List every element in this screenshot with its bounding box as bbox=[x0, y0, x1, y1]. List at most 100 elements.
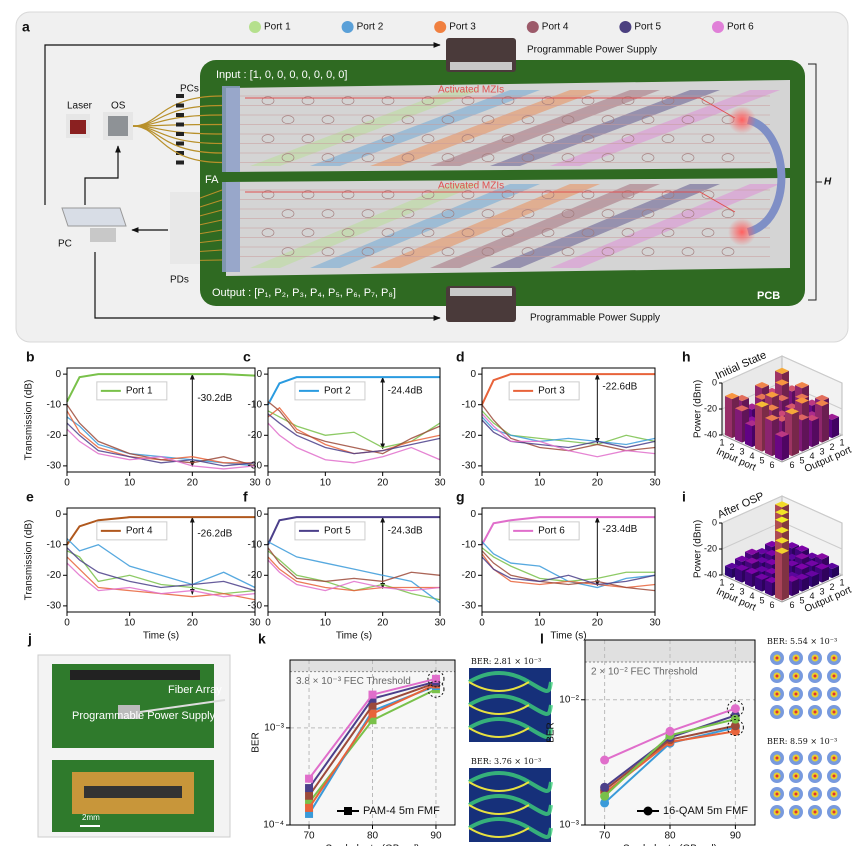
constellation-center bbox=[813, 674, 817, 678]
y-tick-label: 10⁻⁴ bbox=[263, 820, 284, 831]
z-tick-label: 0 bbox=[712, 517, 717, 527]
x-tick-label: 2 bbox=[729, 582, 734, 592]
mzi bbox=[261, 228, 275, 237]
y-tick-label: 1 bbox=[839, 578, 844, 588]
mzi bbox=[341, 190, 355, 199]
mzi bbox=[561, 247, 575, 256]
bar-top bbox=[815, 400, 829, 407]
bar-top bbox=[725, 392, 739, 400]
pc-keyboard bbox=[90, 228, 116, 242]
constellation-center bbox=[832, 810, 836, 814]
chip-top bbox=[226, 80, 790, 172]
marker bbox=[600, 782, 610, 792]
bar-top bbox=[745, 567, 759, 575]
mzi bbox=[701, 134, 715, 143]
y-tick-label: -10 bbox=[462, 539, 477, 550]
port-band bbox=[310, 90, 540, 166]
z-axis-label: Power (dBm) bbox=[693, 520, 704, 578]
arrow bbox=[94, 252, 441, 321]
y-tick-label: -10 bbox=[248, 399, 263, 410]
x-tick-label: 10 bbox=[124, 478, 136, 489]
bar-side bbox=[765, 580, 772, 597]
mzi bbox=[501, 96, 515, 105]
bar-top bbox=[755, 382, 769, 389]
mzi bbox=[461, 190, 475, 199]
bar-side bbox=[832, 416, 839, 439]
bar-top bbox=[775, 431, 789, 438]
legend-label: 16-QAM 5m FMF bbox=[663, 805, 748, 817]
mzi bbox=[681, 115, 695, 124]
mzi bbox=[301, 134, 315, 143]
constellation-center bbox=[813, 756, 817, 760]
y-tick-label: -20 bbox=[248, 570, 263, 581]
marker bbox=[600, 791, 610, 801]
polarization-controller bbox=[176, 122, 184, 127]
eye-diagram bbox=[469, 668, 551, 742]
mzi bbox=[681, 209, 695, 218]
panel-label: h bbox=[682, 349, 691, 365]
bar bbox=[775, 431, 789, 461]
x-tick-label: 80 bbox=[664, 831, 676, 842]
mzi bbox=[561, 209, 575, 218]
bar-side bbox=[765, 417, 772, 457]
y-tick-label: -20 bbox=[462, 430, 477, 441]
bar-top bbox=[815, 394, 829, 402]
panel-label: b bbox=[26, 349, 35, 365]
polarization-controller bbox=[176, 94, 184, 98]
mzi bbox=[681, 153, 695, 162]
x-tick-label: 10 bbox=[320, 618, 332, 629]
annotation-label: -26.2dB bbox=[197, 528, 232, 539]
label: PDs bbox=[170, 275, 189, 286]
marker bbox=[431, 674, 440, 683]
polarization-controller bbox=[176, 103, 184, 108]
eye-trace bbox=[468, 681, 530, 692]
panel-label: d bbox=[456, 349, 465, 365]
y-tick-label: 0 bbox=[256, 369, 262, 380]
bar-side bbox=[782, 434, 789, 461]
bar-top bbox=[795, 393, 809, 400]
eye-trace bbox=[468, 804, 530, 815]
y-tick-label: -30 bbox=[248, 461, 263, 472]
y-tick-label: 1 bbox=[839, 438, 844, 448]
mzi bbox=[641, 115, 655, 124]
bar-top bbox=[775, 509, 789, 516]
mzi bbox=[701, 96, 715, 105]
x-tick-label: 20 bbox=[187, 618, 199, 629]
y-tick-label: 2 bbox=[829, 442, 834, 452]
bar-top bbox=[775, 379, 789, 386]
x-tick-label: 0 bbox=[479, 618, 485, 629]
series-line bbox=[66, 547, 256, 592]
port-band bbox=[430, 90, 660, 166]
eye-trace bbox=[468, 781, 530, 792]
mzi bbox=[281, 209, 295, 218]
x-tick-label: 30 bbox=[249, 478, 261, 489]
mzi bbox=[341, 96, 355, 105]
port-band bbox=[250, 90, 480, 166]
inset-label: BER: 5.54 × 10⁻³ bbox=[767, 637, 837, 646]
mzi bbox=[381, 190, 395, 199]
bar-top bbox=[755, 557, 769, 564]
legend-swatch bbox=[712, 21, 724, 33]
y-tick-label: 0 bbox=[470, 369, 476, 380]
power-supply-pins bbox=[450, 288, 512, 296]
glow bbox=[728, 106, 756, 134]
series-line bbox=[481, 547, 655, 583]
os bbox=[108, 116, 128, 136]
constellation-center bbox=[775, 774, 779, 778]
z-tick-label: 0 bbox=[712, 377, 717, 387]
chip bbox=[84, 786, 182, 798]
polarization-controller bbox=[176, 151, 184, 155]
grid-line bbox=[721, 355, 843, 384]
legend-label: Port 5 bbox=[324, 526, 351, 537]
bar bbox=[755, 401, 769, 452]
bar-side bbox=[822, 403, 829, 443]
mzi bbox=[601, 153, 615, 162]
x-tick-label: 20 bbox=[187, 478, 199, 489]
y-tick-label: 6 bbox=[789, 600, 794, 610]
bar-side bbox=[745, 571, 752, 588]
constellation-center bbox=[775, 810, 779, 814]
panel-label: g bbox=[456, 489, 465, 505]
x-tick-label: 30 bbox=[434, 618, 446, 629]
bar-side bbox=[802, 417, 809, 452]
marker bbox=[368, 709, 377, 718]
